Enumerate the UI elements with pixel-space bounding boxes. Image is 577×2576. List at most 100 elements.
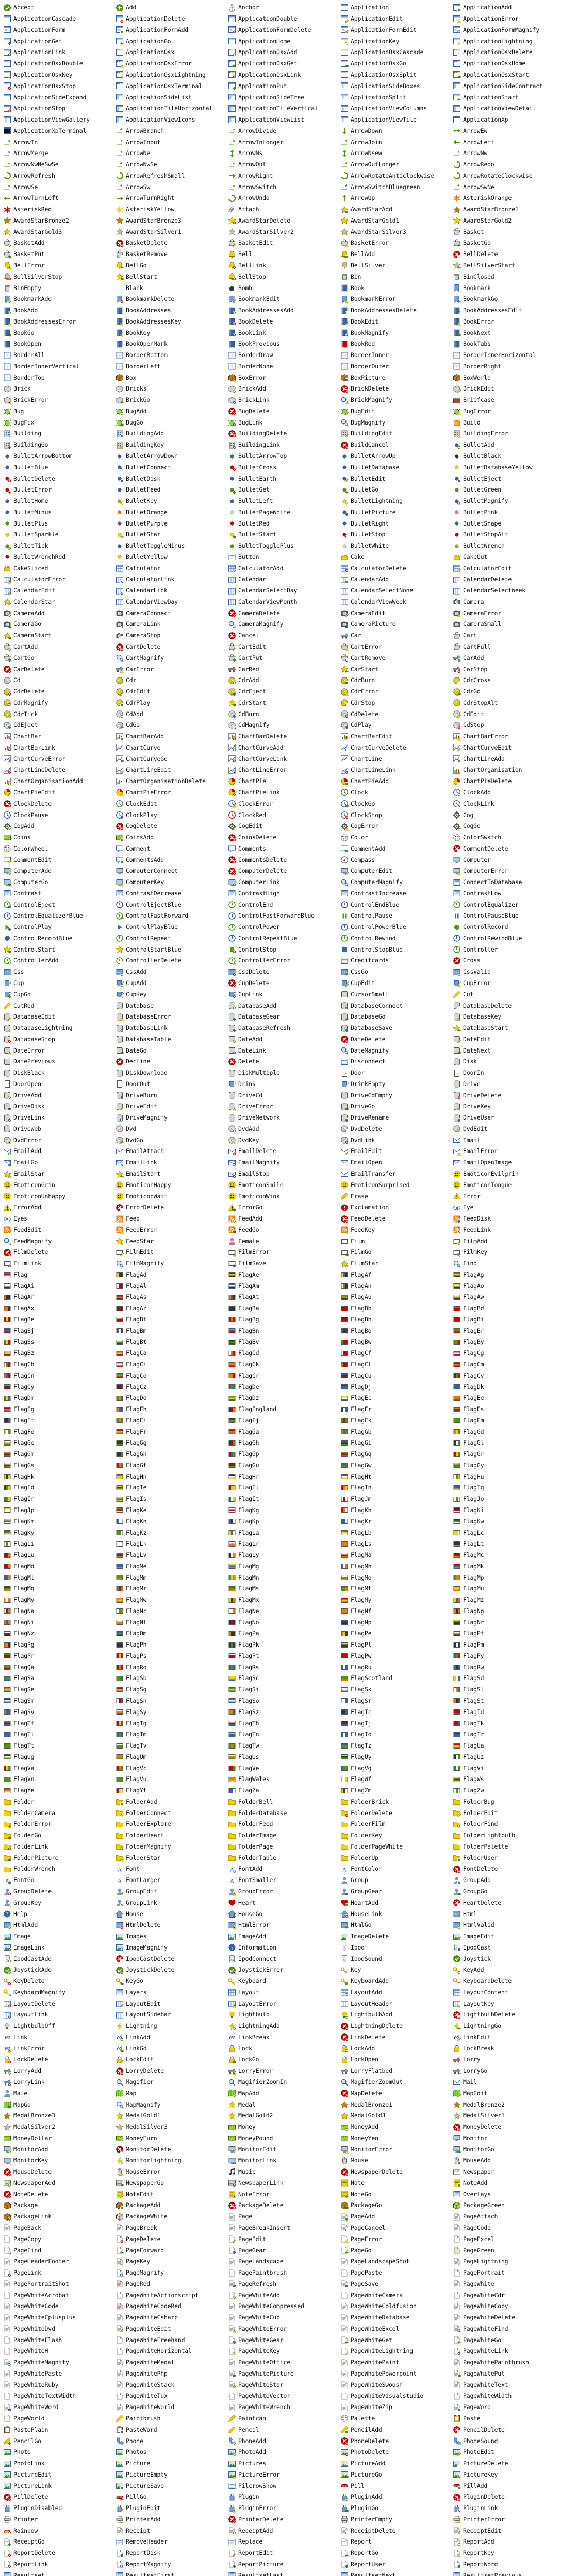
icon-cell[interactable]: ApplicationSideExpand xyxy=(3,92,116,103)
icon-cell[interactable]: ChartCurveEdit xyxy=(453,742,565,754)
icon-cell[interactable]: PluginDelete xyxy=(453,2492,565,2503)
icon-cell[interactable]: FlagAu xyxy=(340,1292,453,1303)
icon-cell[interactable]: BellLink xyxy=(228,260,340,272)
icon-cell[interactable]: LockDelete xyxy=(3,2054,116,2065)
icon-cell[interactable]: CdrStopAlt xyxy=(453,697,565,708)
icon-cell[interactable]: FlagBi xyxy=(453,1314,565,1326)
icon-cell[interactable]: DatabaseRefresh xyxy=(228,1023,340,1034)
icon-cell[interactable]: FlagGe xyxy=(3,1437,116,1449)
icon-cell[interactable]: PageWhitePowerpoint xyxy=(340,2368,453,2380)
icon-cell[interactable]: FlagMl xyxy=(3,1572,116,1583)
icon-cell[interactable]: Blank xyxy=(116,282,228,294)
icon-cell[interactable]: DatabaseEdit xyxy=(3,1011,116,1023)
icon-cell[interactable]: BulletTick xyxy=(3,540,116,552)
icon-cell[interactable]: PageFind xyxy=(3,2245,116,2256)
icon-cell[interactable]: ControlPauseBlue xyxy=(453,910,565,922)
icon-cell[interactable]: Phone xyxy=(116,2435,228,2447)
icon-cell[interactable]: LockAdd xyxy=(340,2043,453,2054)
icon-cell[interactable]: FlagLv xyxy=(116,1550,228,1561)
icon-cell[interactable]: BulletPageWhite xyxy=(228,506,340,518)
icon-cell[interactable]: BugMagnify xyxy=(340,417,453,428)
icon-cell[interactable]: ArrowNw xyxy=(453,148,565,159)
icon-cell[interactable]: ControlEject xyxy=(3,899,116,910)
icon-cell[interactable]: ContrastLow xyxy=(453,888,565,899)
icon-cell[interactable]: DriveDisk xyxy=(3,1101,116,1112)
icon-cell[interactable]: PencilGo xyxy=(3,2435,116,2447)
icon-cell[interactable]: BorderInnerVertical xyxy=(3,361,116,372)
icon-cell[interactable]: ArrowNsew xyxy=(340,148,453,159)
icon-cell[interactable]: CdrGo xyxy=(453,686,565,698)
icon-cell[interactable]: Replace xyxy=(228,2536,340,2548)
icon-cell[interactable]: FlagCr xyxy=(228,1370,340,1381)
icon-cell[interactable]: NoteError xyxy=(228,2189,340,2200)
icon-cell[interactable]: FlagCk xyxy=(228,1359,340,1370)
icon-cell[interactable]: EmoticonHappy xyxy=(116,1179,228,1191)
icon-cell[interactable]: ControlRewind xyxy=(340,933,453,944)
icon-cell[interactable]: MedalSilver3 xyxy=(116,2122,228,2133)
icon-cell[interactable]: FlagUm xyxy=(116,1751,228,1762)
icon-cell[interactable]: Comments xyxy=(228,843,340,854)
icon-cell[interactable]: PageGo xyxy=(340,2245,453,2256)
icon-cell[interactable]: NewspaperGo xyxy=(116,2178,228,2189)
icon-cell[interactable]: ComputerLink xyxy=(228,877,340,888)
icon-cell[interactable]: BasketEdit xyxy=(228,238,340,249)
icon-cell[interactable]: BookDelete xyxy=(228,316,340,327)
icon-cell[interactable]: FlagFi xyxy=(116,1415,228,1426)
icon-cell[interactable]: ControlStart xyxy=(3,944,116,955)
icon-cell[interactable]: CalendarLink xyxy=(116,585,228,597)
icon-cell[interactable]: FlagGt xyxy=(116,1460,228,1471)
icon-cell[interactable]: CutRed xyxy=(3,1000,116,1011)
icon-cell[interactable]: FlagGi xyxy=(340,1437,453,1449)
icon-cell[interactable]: Application xyxy=(340,2,453,13)
icon-cell[interactable]: PageWhiteSwoosh xyxy=(340,2379,453,2391)
icon-cell[interactable]: ArrowRefresh xyxy=(3,170,116,181)
icon-cell[interactable]: Add xyxy=(116,2,228,13)
icon-cell[interactable]: LightbulbAdd xyxy=(340,2009,453,2021)
icon-cell[interactable]: PageWhiteVisualstudio xyxy=(340,2391,453,2402)
icon-cell[interactable]: AwardStarBronze1 xyxy=(453,204,565,215)
icon-cell[interactable]: DvdEdit xyxy=(453,1124,565,1135)
icon-cell[interactable]: MoneyAdd xyxy=(340,2122,453,2133)
icon-cell[interactable]: GroupGear xyxy=(340,1886,453,1897)
icon-cell[interactable]: ApplicationSideTree xyxy=(228,92,340,103)
icon-cell[interactable]: ApplicationOsxCascade xyxy=(340,47,453,58)
icon-cell[interactable]: Magifier xyxy=(116,2077,228,2088)
icon-cell[interactable]: CdEject xyxy=(3,720,116,731)
icon-cell[interactable]: JoystickAdd xyxy=(3,1964,116,1976)
icon-cell[interactable]: BulletArrowTop xyxy=(228,451,340,462)
icon-cell[interactable]: ComputerKey xyxy=(116,877,228,888)
icon-cell[interactable]: CdrEject xyxy=(228,686,340,698)
icon-cell[interactable]: BulletLeft xyxy=(228,496,340,507)
icon-cell[interactable]: PageCancel xyxy=(340,2223,453,2234)
icon-cell[interactable]: FlagAs xyxy=(116,1292,228,1303)
icon-cell[interactable]: FlagGw xyxy=(340,1460,453,1471)
icon-cell[interactable]: ControlPlayBlue xyxy=(116,922,228,933)
icon-cell[interactable]: FlagKw xyxy=(453,1516,565,1527)
icon-cell[interactable]: PageWhitePhp xyxy=(116,2368,228,2380)
icon-cell[interactable]: A Font xyxy=(116,1863,228,1875)
icon-cell[interactable]: BugFix xyxy=(3,417,116,428)
icon-cell[interactable]: DatabaseStart xyxy=(453,1023,565,1034)
icon-cell[interactable]: CupError xyxy=(453,978,565,989)
icon-cell[interactable]: FolderPalette xyxy=(453,1841,565,1853)
icon-cell[interactable]: </> CssDelete xyxy=(228,967,340,978)
icon-cell[interactable]: ChartPieError xyxy=(116,787,228,799)
icon-cell[interactable]: LayoutContent xyxy=(453,1987,565,1998)
icon-cell[interactable]: FlagKh xyxy=(340,1505,453,1516)
icon-cell[interactable]: ContrastDecrease xyxy=(116,888,228,899)
icon-cell[interactable]: CdrStart xyxy=(228,697,340,708)
icon-cell[interactable]: PageGear xyxy=(228,2245,340,2256)
icon-cell[interactable]: FlagAr xyxy=(3,1292,116,1303)
icon-cell[interactable]: FilmLink xyxy=(3,1258,116,1269)
icon-cell[interactable]: FlagMg xyxy=(228,1561,340,1572)
icon-cell[interactable]: LayoutDelete xyxy=(3,1998,116,2009)
icon-cell[interactable]: EmailAdd xyxy=(3,1146,116,1157)
icon-cell[interactable]: Clock xyxy=(340,787,453,799)
icon-cell[interactable]: PillAdd xyxy=(453,2480,565,2492)
icon-cell[interactable]: FlagFm xyxy=(453,1415,565,1426)
icon-cell[interactable]: CommentsDelete xyxy=(228,854,340,866)
icon-cell[interactable]: PictureLink xyxy=(3,2480,116,2492)
icon-cell[interactable]: LinkEdit xyxy=(453,2032,565,2043)
icon-cell[interactable]: FlagSv xyxy=(3,1706,116,1718)
icon-cell[interactable]: AwardStarSilver1 xyxy=(116,226,228,238)
